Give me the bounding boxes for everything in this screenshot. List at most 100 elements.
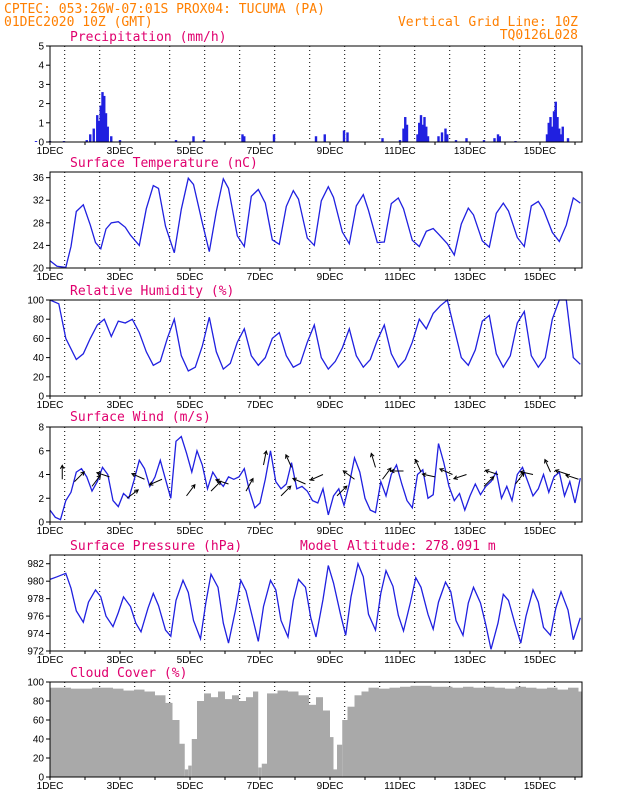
cloud-bar	[102, 687, 113, 777]
precip-bar	[342, 130, 346, 142]
x-tick-label: 1DEC	[37, 400, 64, 411]
precip-bar	[421, 124, 424, 142]
cloud-bar	[568, 687, 579, 777]
wind-arrow	[186, 483, 196, 497]
cloud-cover-panel: Cloud Cover (%) 0 20 40 60 80 100 1DEC 3DEC 5DEC…	[27, 666, 583, 792]
precip-bar	[561, 126, 564, 142]
pressure-title: Surface Pressure (hPa)	[70, 539, 242, 554]
cloud-bar	[410, 685, 421, 777]
wind-arrow	[210, 480, 222, 492]
series-line	[49, 298, 581, 372]
cloud-bar	[431, 686, 442, 777]
precip-bar	[423, 117, 426, 142]
wind-arrow	[291, 477, 306, 485]
precip-bar	[559, 134, 563, 142]
y-tick-label: 980	[27, 577, 44, 588]
x-tick-label: 5DEC	[177, 400, 204, 411]
cloud-bar	[494, 687, 505, 777]
y-tick-label: 2	[38, 99, 44, 110]
wind-arrow	[484, 469, 499, 475]
y-tick-label: 972	[27, 647, 44, 658]
x-tick-label: 13DEC	[454, 655, 486, 666]
y-tick-label: 0	[38, 138, 44, 149]
y-tick-label: 20	[33, 264, 45, 275]
precip-bar	[404, 117, 407, 142]
y-tick-label: 20	[33, 754, 45, 765]
y-tick-label: 974	[27, 629, 44, 640]
cloud-bar	[400, 686, 411, 777]
x-tick-label: 15DEC	[524, 400, 556, 411]
humidity-panel: Relative Humidity (%) 0 20 40 60 80 100 1DEC 3D…	[27, 284, 583, 411]
precip-bar	[496, 134, 500, 142]
wind-arrow	[438, 468, 453, 475]
x-tick-label: 11DEC	[384, 526, 416, 537]
wind-arrow	[519, 470, 534, 475]
precipitation-panel: Precipitation (mm/h) 0 1 2 3 4 5 1DEC 3DEC 5DEC 7…	[34, 30, 583, 157]
cloud-bar	[81, 688, 92, 777]
precip-bar	[454, 140, 458, 142]
header-grid-line: Vertical Grid Line: 10Z	[398, 15, 578, 30]
precip-bar	[104, 113, 108, 142]
cloud-bar	[288, 691, 299, 777]
y-tick-label: 4	[38, 61, 44, 72]
y-tick-label: 978	[27, 594, 44, 605]
precip-bar	[85, 140, 88, 142]
humidity-title: Relative Humidity (%)	[70, 284, 234, 299]
cloud-bar	[239, 701, 246, 777]
cloud-bar	[337, 744, 343, 777]
cloud-bar	[191, 739, 197, 777]
x-tick-label: 15DEC	[524, 272, 556, 283]
cloud-bar	[258, 767, 262, 777]
temperature-panel: Surface Temperature (nC) 20 24 28 32 36 1DEC 3…	[33, 156, 583, 283]
x-tick-label: 13DEC	[454, 526, 486, 537]
wind-arrow	[148, 478, 163, 486]
y-tick-label: 8	[38, 423, 44, 434]
panel-frame	[49, 45, 583, 143]
precip-bar	[547, 122, 550, 142]
cloud-bar	[452, 687, 463, 777]
y-tick-label: 982	[27, 559, 44, 570]
cloud-bar	[134, 689, 145, 777]
cloud-bar	[347, 706, 355, 777]
precip-bar	[314, 136, 318, 142]
temperature-title: Surface Temperature (nC)	[70, 156, 258, 171]
cloud-bar	[232, 695, 239, 777]
x-tick-label: 11DEC	[384, 655, 416, 666]
cloud-bar	[144, 691, 155, 777]
cloud-bar	[557, 689, 568, 777]
x-tick-label: 15DEC	[524, 781, 556, 792]
cloud-bar	[218, 691, 225, 777]
x-tick-label: 5DEC	[177, 526, 204, 537]
wind-arrow	[263, 449, 268, 466]
y-tick-label: 60	[33, 716, 45, 727]
x-tick-label: 9DEC	[317, 781, 344, 792]
cloud-bar	[298, 695, 309, 777]
y-tick-label: 24	[33, 241, 45, 252]
x-tick-label: 9DEC	[317, 526, 344, 537]
cloud-bar	[515, 686, 526, 777]
wind-arrow	[452, 474, 467, 480]
y-tick-label: 80	[33, 315, 45, 326]
x-tick-label: 15DEC	[524, 655, 556, 666]
precip-bar	[498, 136, 501, 142]
y-tick-label: 20	[33, 372, 45, 383]
x-tick-label: 5DEC	[177, 655, 204, 666]
x-tick-label: 11DEC	[384, 781, 416, 792]
precip-bar	[545, 134, 549, 142]
wind-arrow	[130, 472, 145, 480]
cloud-bar	[197, 701, 204, 777]
precip-bar	[465, 138, 468, 142]
y-tick-label: 3	[38, 80, 44, 91]
cloud-bar	[526, 687, 537, 777]
cloud-bar	[361, 691, 369, 777]
cloud-bar	[188, 765, 192, 777]
precip-bar	[416, 134, 419, 142]
precip-bar	[103, 95, 106, 142]
wind-arrow	[421, 472, 436, 478]
x-tick-label: 7DEC	[247, 526, 274, 537]
precip-bar	[405, 124, 409, 142]
cloud-bar	[463, 686, 474, 777]
y-tick-label: 2	[38, 494, 44, 505]
cloud-bar	[578, 691, 582, 777]
cloud-bar	[484, 686, 495, 777]
